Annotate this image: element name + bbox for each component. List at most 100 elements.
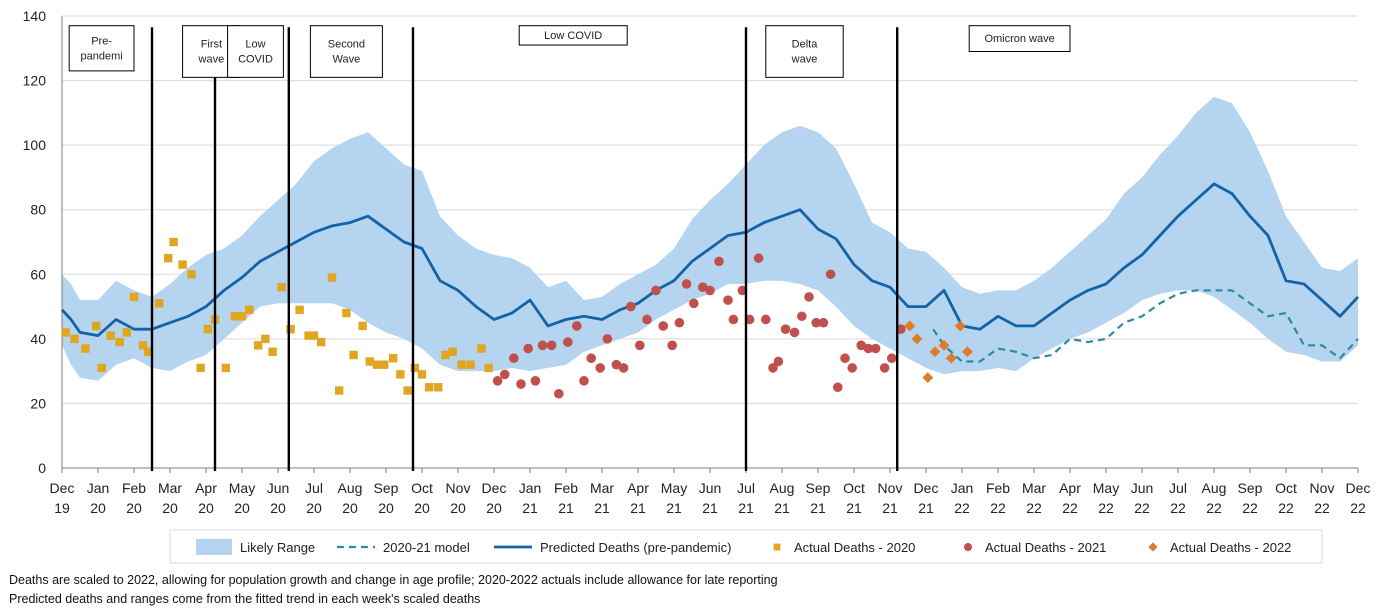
- data-point: [372, 360, 382, 369]
- x-tick-label-year: 20: [414, 500, 430, 516]
- x-tick-label-month: Mar: [590, 480, 614, 496]
- x-tick-label-month: Jan: [519, 480, 542, 496]
- x-tick-label-year: 20: [486, 500, 502, 516]
- data-point: [358, 321, 367, 331]
- data-point: [516, 379, 526, 389]
- predicted-deaths-line: [60, 182, 1360, 337]
- x-tick-label-year: 20: [234, 500, 250, 516]
- data-point: [122, 328, 131, 337]
- data-point: [155, 299, 164, 308]
- data-point: [492, 376, 503, 386]
- data-point: [164, 253, 173, 263]
- x-tick-label-month: Feb: [122, 480, 146, 496]
- data-point: [546, 340, 557, 351]
- x-tick-label-month: Sep: [806, 480, 831, 496]
- data-point: [579, 376, 589, 386]
- x-tick-label-month: Jun: [699, 480, 722, 496]
- x-tick-label-month: May: [661, 480, 687, 496]
- x-tick-label-year: 20: [90, 500, 106, 516]
- x-tick-label-month: Nov: [1310, 480, 1335, 496]
- x-tick-label-month: Apr: [1059, 480, 1081, 496]
- x-tick-label-year: 21: [882, 500, 898, 516]
- x-tick-label-month: Mar: [158, 480, 182, 496]
- x-tick-label-year: 22: [1278, 500, 1294, 516]
- data-point: [254, 341, 263, 350]
- data-point: [674, 317, 685, 328]
- data-point: [178, 260, 187, 269]
- data-point: [602, 334, 613, 344]
- data-point: [237, 312, 247, 321]
- x-tick-label-month: Dec: [50, 480, 75, 496]
- x-tick-label-year: 22: [1350, 500, 1366, 516]
- period-label-text: wave: [791, 54, 818, 66]
- data-point: [833, 382, 843, 393]
- data-point: [138, 341, 148, 350]
- data-point: [723, 295, 733, 305]
- period-label-text: Second: [328, 39, 365, 51]
- data-point: [309, 331, 319, 340]
- data-point: [804, 292, 814, 302]
- data-point: [847, 363, 857, 373]
- x-tick-label-month: Jul: [737, 480, 755, 496]
- data-point: [870, 343, 881, 354]
- data-point: [626, 301, 636, 312]
- data-point: [789, 327, 800, 338]
- data-point: [261, 334, 270, 344]
- data-point: [768, 363, 778, 373]
- period-label-text: First: [201, 39, 222, 51]
- x-tick-label-month: Jan: [87, 480, 110, 496]
- data-point: [268, 347, 277, 356]
- period-label-box: [309, 25, 383, 78]
- period-label-box: [765, 25, 844, 78]
- x-tick-label-month: Aug: [770, 480, 795, 496]
- data-point: [349, 350, 358, 360]
- x-tick-label-year: 21: [810, 500, 826, 516]
- footnote-method: Predicted deaths and ranges come from th…: [9, 592, 481, 606]
- legend-label: Actual Deaths - 2020: [794, 540, 915, 555]
- legend: Likely Range 2020-21 model Predicted Death…: [169, 529, 1323, 564]
- data-point: [714, 256, 724, 267]
- legend-label: Predicted Deaths (pre-pandemic): [540, 540, 731, 555]
- x-tick-label-year: 21: [918, 500, 934, 516]
- y-tick-labels: 0 20 40 60 80 100 120 140: [23, 8, 47, 476]
- data-point: [818, 317, 829, 328]
- data-point: [954, 320, 966, 332]
- x-tick-label-month: Feb: [554, 480, 578, 496]
- data-point: [106, 331, 115, 340]
- x-tick-label-year: 20: [378, 500, 394, 516]
- x-tick-label-month: Feb: [986, 480, 1010, 496]
- data-point: [365, 357, 374, 366]
- x-tick-label-month: May: [229, 480, 255, 496]
- data-point: [554, 388, 564, 399]
- x-tick-label-year: 19: [54, 500, 70, 516]
- x-tick-label-month: Sep: [1238, 480, 1263, 496]
- x-tick-label-year: 22: [1062, 500, 1078, 516]
- data-point: [780, 324, 791, 334]
- data-point: [945, 352, 957, 364]
- data-point: [70, 334, 79, 344]
- data-point: [705, 285, 715, 296]
- y-tick-label: 0: [38, 460, 46, 476]
- data-point: [477, 344, 486, 353]
- y-tick-label: 140: [23, 8, 47, 24]
- period-label-box: [68, 25, 135, 72]
- data-point: [698, 282, 708, 293]
- x-tick-label-year: 22: [1242, 500, 1258, 516]
- data-point: [642, 314, 652, 325]
- y-tick-label: 100: [23, 137, 47, 153]
- data-point: [904, 320, 916, 332]
- data-point: [922, 372, 934, 383]
- data-point: [425, 383, 434, 392]
- data-point: [187, 270, 196, 279]
- legend-label: Actual Deaths - 2022: [1170, 540, 1291, 555]
- data-point: [611, 359, 622, 370]
- x-tick-label-month: Apr: [627, 480, 649, 496]
- data-point: [61, 328, 70, 337]
- x-tick-label-year: 22: [1134, 500, 1150, 516]
- x-tick-label-month: Oct: [411, 480, 433, 496]
- legend-label: Actual Deaths - 2021: [985, 540, 1106, 555]
- x-tick-label-year: 21: [594, 500, 610, 516]
- y-tick-label: 120: [23, 73, 47, 89]
- x-tick-label-month: Jul: [305, 480, 323, 496]
- data-point: [304, 331, 313, 340]
